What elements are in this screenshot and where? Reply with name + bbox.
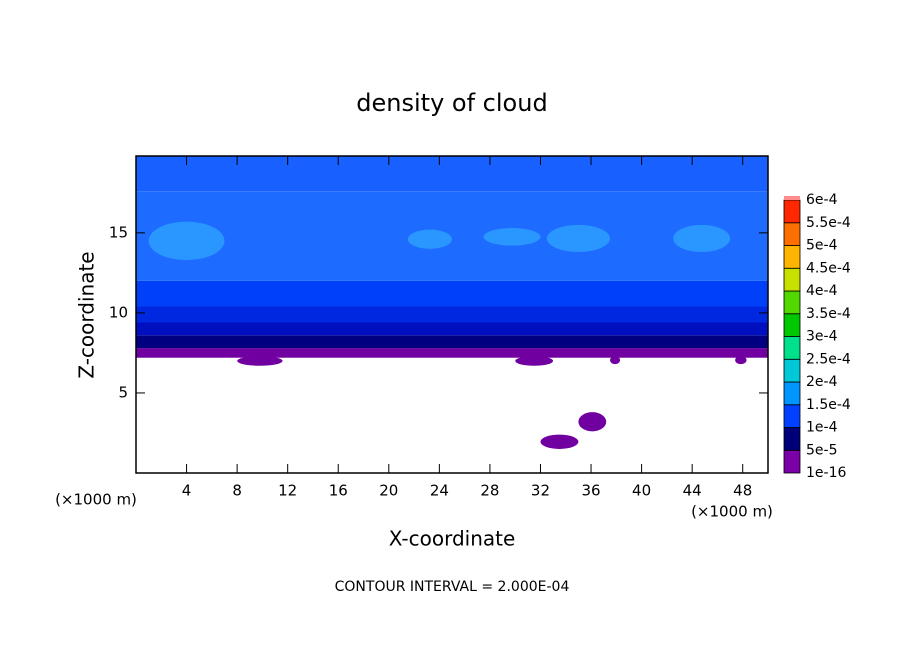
contour-layer — [136, 156, 768, 192]
x-tick-label: 48 — [733, 482, 752, 500]
contour-layer — [136, 280, 768, 307]
x-tick-label: 4 — [182, 482, 192, 500]
colorbar-cell — [783, 427, 801, 451]
contour-patch — [407, 229, 452, 249]
x-tick-label: 36 — [581, 482, 600, 500]
contour-patch — [148, 221, 225, 261]
x-tick-label: 16 — [329, 482, 348, 500]
colorbar-cell — [783, 290, 801, 315]
contour-layer — [136, 191, 768, 281]
colorbar-cell — [783, 313, 801, 337]
chart-title: density of cloud — [356, 89, 547, 117]
y-tick-label: 10 — [109, 303, 128, 321]
x-tick-label: 44 — [683, 482, 702, 500]
x-tick-label: 40 — [632, 482, 651, 500]
colorbar-label: 1e-4 — [806, 420, 838, 436]
contour-patch — [483, 228, 541, 246]
y-tick-label: 5 — [118, 383, 128, 401]
colorbar-label: 1e-16 — [806, 465, 846, 481]
y-axis-label: Z-coordinate — [75, 251, 99, 378]
colorbar-label: 4e-4 — [806, 283, 838, 299]
contour-patch — [237, 356, 283, 366]
contour-patch — [540, 434, 579, 449]
colorbar-label: 3.5e-4 — [806, 306, 851, 322]
contour-layer — [136, 322, 768, 336]
colorbar-label: 1.5e-4 — [806, 397, 851, 413]
colorbar-label: 4.5e-4 — [806, 260, 851, 276]
contour-patch — [735, 356, 747, 365]
y-tick-label: 15 — [109, 223, 128, 241]
x-tick-label: 32 — [531, 482, 550, 500]
contour-layer — [136, 335, 768, 349]
colorbar-label: 6e-4 — [806, 192, 838, 208]
contour-patch — [610, 356, 621, 365]
x-tick-label: 24 — [430, 482, 449, 500]
colorbar-label: 5e-5 — [806, 442, 837, 458]
colorbar-cell — [783, 381, 801, 406]
footer: CONTOUR INTERVAL = 2.000E-04 — [335, 579, 570, 595]
contour-patch — [578, 412, 607, 432]
x-tick-label: 8 — [232, 482, 242, 500]
colorbar-cell — [783, 404, 801, 428]
contour-layer — [136, 306, 768, 323]
contour-patch — [546, 224, 611, 253]
plot-frame — [135, 155, 769, 474]
colorbar-label: 2e-4 — [806, 374, 838, 390]
x-tick-label: 20 — [379, 482, 398, 500]
x-axis-label: X-coordinate — [389, 527, 516, 551]
colorbar-cell — [783, 336, 801, 360]
colorbar-cell — [783, 222, 801, 246]
colorbar-cell — [783, 245, 801, 269]
contour-layer — [136, 348, 768, 358]
colorbar-top — [784, 196, 800, 200]
x-tick-label: 28 — [480, 482, 499, 500]
colorbar-label: 3e-4 — [806, 329, 838, 345]
colorbar-cell — [783, 358, 801, 383]
colorbar-cell — [783, 449, 801, 474]
colorbar-cell — [783, 199, 801, 224]
contour-patch — [673, 224, 731, 253]
x-tick-label: 12 — [278, 482, 297, 500]
colorbar-label: 5.5e-4 — [806, 215, 851, 231]
x-unit: (×1000 m) — [691, 503, 773, 521]
y-unit: (×1000 m) — [55, 491, 137, 509]
colorbar-label: 2.5e-4 — [806, 351, 851, 367]
contour-patch — [515, 356, 554, 366]
colorbar-label: 5e-4 — [806, 238, 838, 254]
colorbar-cell — [783, 267, 801, 292]
